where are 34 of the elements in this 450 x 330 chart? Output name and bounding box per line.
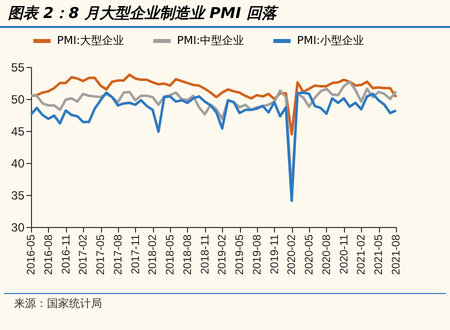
x-tick-label: 2018-08 [182,234,194,275]
y-tick-label: 40 [11,156,25,170]
x-tick-label: 2020-05 [304,234,316,275]
y-tick-label: 35 [11,188,25,202]
x-tick-label: 2021-05 [373,234,386,275]
line-series [30,91,398,202]
legend-label: PMI:中型企业 [177,34,244,47]
x-tick-label: 2019-08 [251,234,264,275]
y-tick-label: 45 [11,124,25,138]
x-tick-label: 2017-02 [78,234,90,275]
x-tick-label: 2016-08 [42,234,55,275]
chart-title: 图表 2：8 月大型企业制造业 PMI 回落 [0,0,450,28]
x-tick-label: 2020-11 [338,234,350,274]
x-tick-label: 2021-08 [390,234,402,275]
x-tick-label: 2018-05 [164,234,177,275]
source-note: 来源：国家统计局 [4,293,446,313]
x-tick-label: 2021-02 [356,234,368,275]
x-tick-label: 2017-05 [95,234,108,275]
x-tick-label: 2019-05 [234,234,246,275]
x-tick-label: 2016-11 [60,234,72,274]
y-tick-label: 55 [11,60,25,74]
x-tick-label: 2019-11 [268,234,281,274]
y-tick-label: 50 [11,92,25,106]
x-tick-label: 2018-02 [147,234,160,275]
y-tick-label: 30 [11,220,25,234]
x-tick-label: 2016-05 [26,234,38,275]
x-tick-label: 2020-02 [286,234,298,275]
x-tick-label: 2020-08 [320,234,333,275]
x-tick-label: 2018-11 [199,234,212,274]
legend-label: PMI:小型企业 [297,34,364,47]
x-tick-label: 2019-02 [216,234,229,275]
x-tick-label: 2017-11 [130,234,142,274]
legend-label: PMI:大型企业 [57,34,124,47]
x-tick-label: 2017-08 [112,234,124,275]
